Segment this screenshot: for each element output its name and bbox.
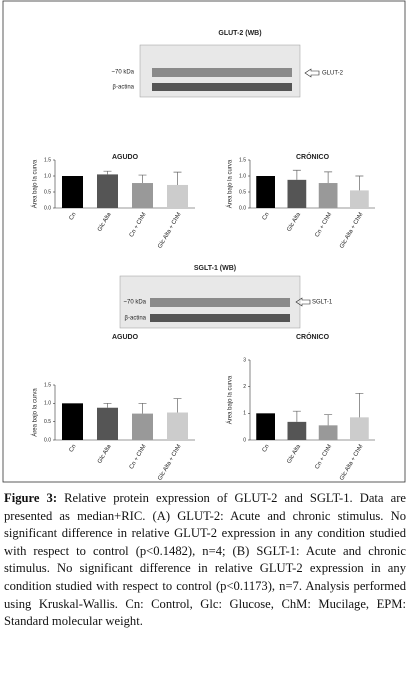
blot-label: GLUT-2 — [322, 71, 344, 77]
bar — [62, 176, 83, 208]
y-tick-label: 1.0 — [44, 173, 51, 179]
y-tick-label: 0.0 — [44, 205, 51, 211]
blot-label: ~70 kDa — [111, 70, 134, 76]
y-tick-label: 1 — [243, 411, 246, 417]
arrow — [295, 297, 311, 307]
caption: Figure 3: Relative protein expression of… — [4, 490, 406, 631]
chart-title: CRÓNICO — [296, 332, 330, 341]
error-bar — [173, 398, 182, 413]
caption-label: Figure 3: — [4, 491, 58, 505]
x-tick-label: Cn + ChM — [314, 444, 333, 471]
x-tick-label: Glc Alta + ChM — [157, 212, 182, 250]
blot-band — [150, 314, 290, 322]
y-tick-label: 2 — [243, 384, 246, 390]
y-tick-label: 0 — [243, 437, 246, 443]
blot-label: β-actina — [113, 85, 135, 91]
x-tick-label: Glc Alta + ChM — [339, 212, 364, 250]
bar — [287, 179, 307, 208]
y-tick-label: 0.0 — [44, 437, 51, 443]
bar — [318, 425, 338, 440]
x-tick-label: Glc Alta + ChM — [157, 444, 182, 482]
bar — [167, 184, 188, 208]
blot-band — [150, 298, 290, 307]
chart-title: CRÓNICO — [296, 152, 330, 161]
error-bar — [138, 402, 147, 414]
error-bar — [324, 171, 333, 184]
y-axis-label: Área bajo la curva — [32, 388, 39, 437]
figure-border — [2, 0, 406, 483]
blot-title: GLUT-2 (WB) — [218, 30, 261, 37]
x-tick-label: Cn — [69, 444, 78, 454]
y-tick-label: 1.5 — [44, 382, 51, 388]
x-tick-label: Glc Alta + ChM — [339, 444, 364, 482]
bar — [97, 407, 118, 440]
bar — [97, 174, 118, 208]
y-tick-label: 0.5 — [44, 189, 51, 195]
error-bar — [355, 175, 364, 191]
y-tick-label: 1.0 — [44, 401, 51, 407]
figure: GLUT-2 (WB) ~70 kDa β-actina GLUT-2 SGLT… — [2, 0, 406, 483]
y-axis-label: Área bajo la curva — [32, 159, 39, 208]
x-tick-label: Cn + ChM — [129, 212, 148, 239]
bar — [62, 403, 83, 440]
bar — [132, 413, 153, 440]
error-bar — [355, 392, 364, 418]
error-bar — [138, 174, 147, 184]
blot-label: β-actina — [125, 316, 147, 322]
y-tick-label: 1.5 — [239, 157, 246, 163]
chart-title: AGUDO — [112, 334, 139, 341]
blot-band — [152, 68, 292, 77]
blot-band — [152, 83, 292, 91]
y-tick-label: 3 — [243, 357, 246, 363]
bar — [132, 183, 153, 208]
bar — [167, 412, 188, 440]
x-tick-label: Cn + ChM — [129, 444, 148, 471]
bar — [287, 421, 307, 440]
caption-text: Relative protein expression of GLUT-2 an… — [4, 491, 406, 629]
x-tick-label: Cn — [262, 212, 271, 222]
bar — [256, 176, 275, 208]
blot-label: ~70 kDa — [123, 300, 146, 306]
error-bar — [324, 414, 333, 426]
y-tick-label: 0.5 — [44, 419, 51, 425]
x-tick-label: Glc Alta — [97, 211, 113, 232]
y-tick-label: 1.0 — [239, 173, 246, 179]
error-bar — [292, 410, 301, 422]
x-tick-label: Glc Alta — [97, 443, 113, 464]
y-axis-label: Área bajo la curva — [227, 159, 234, 208]
bar — [350, 190, 369, 208]
x-tick-label: Cn + ChM — [314, 212, 333, 239]
y-axis-label: Área bajo la curva — [227, 375, 234, 424]
chart-title: AGUDO — [112, 154, 139, 161]
x-tick-label: Cn — [262, 444, 271, 454]
error-bar — [173, 171, 182, 185]
arrow — [304, 68, 320, 78]
x-tick-label: Cn — [69, 212, 78, 222]
bar — [350, 417, 369, 440]
bar — [318, 183, 338, 208]
error-bar — [103, 170, 112, 175]
error-bar — [292, 169, 301, 180]
blot-title: SGLT-1 (WB) — [194, 265, 236, 272]
y-tick-label: 1.5 — [44, 157, 51, 163]
y-tick-label: 0.5 — [239, 189, 246, 195]
bar — [256, 413, 275, 440]
y-tick-label: 0.0 — [239, 205, 246, 211]
x-tick-label: Glc Alta — [286, 443, 302, 464]
blot-label: SGLT-1 — [312, 300, 333, 306]
error-bar — [103, 402, 112, 408]
x-tick-label: Glc Alta — [286, 211, 302, 232]
